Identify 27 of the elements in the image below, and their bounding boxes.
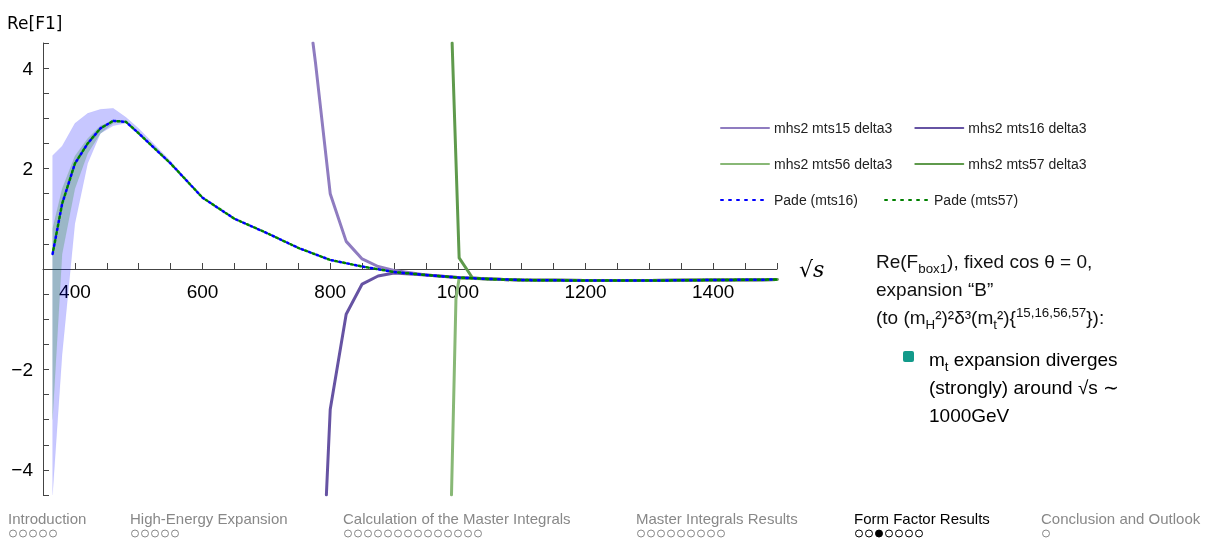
text: Re(F$_{box1}$), fixed cos θ = 0, <box>876 250 1094 276</box>
y-tick-label: 4 <box>22 57 34 79</box>
text: Calculation of the Master Integrals <box>343 510 571 529</box>
x-tick-label: 800 <box>314 281 347 302</box>
text: High-Energy Expansion <box>130 510 288 529</box>
legend-label: mhs2 mts15 delta3 <box>774 120 893 136</box>
x-tick-label: 400 <box>59 281 91 302</box>
x-tick-label: 600 <box>186 281 219 302</box>
text: Master Integrals Results <box>636 510 798 529</box>
text: (to (m$_{H}$²)²δ³(m$_{t}$²){$^{15,16,56,57}$}): <box>876 304 1106 332</box>
x-axis-title: √s <box>799 256 825 282</box>
text: Introduction <box>8 510 87 529</box>
text: Conclusion and Outlook <box>1041 510 1201 529</box>
y-tick-label: 2 <box>22 158 33 180</box>
x-tick-label: 1400 <box>692 281 735 302</box>
y-tick-label: −4 <box>11 459 34 481</box>
text: expansion “B” <box>876 278 995 302</box>
legend-label: mhs2 mts16 delta3 <box>968 120 1087 136</box>
y-axis-title: Re[F1] <box>7 12 63 33</box>
legend-label: Pade (mts16) <box>774 192 859 208</box>
x-tick-label: 1200 <box>564 281 607 302</box>
legend-label: mhs2 mts56 delta3 <box>774 156 893 172</box>
text: Form Factor Results <box>854 510 990 529</box>
legend-label: Pade (mts57) <box>934 192 1019 208</box>
text: m$_{t}$ expansion diverges (strongly) around √s ∼ 1000GeV <box>928 348 1121 428</box>
legend-label: mhs2 mts57 delta3 <box>968 156 1087 172</box>
y-tick-label: −2 <box>11 358 33 380</box>
